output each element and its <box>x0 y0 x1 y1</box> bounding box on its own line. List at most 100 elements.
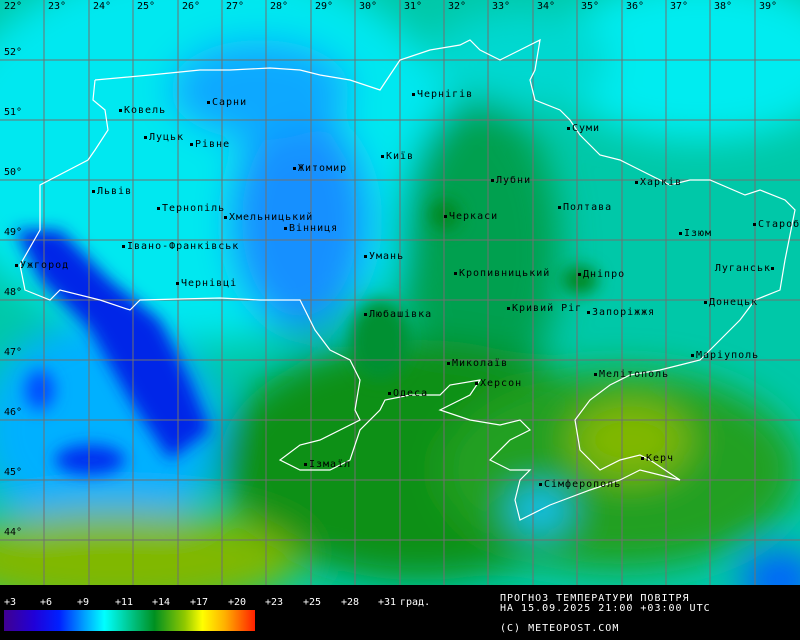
city-marker-icon <box>447 361 450 365</box>
longitude-label: 28° <box>270 1 289 12</box>
city-label: Івано-Франківськ <box>122 242 239 252</box>
city-name: Чернігів <box>417 89 474 100</box>
city-label: Ужгород <box>15 261 69 271</box>
legend-tick-label: +23 <box>265 597 284 608</box>
city-name: Вінниця <box>289 223 339 234</box>
city-label: Ковель <box>119 106 166 116</box>
city-name: Рівне <box>195 139 231 150</box>
city-name: Лубни <box>496 175 532 186</box>
city-marker-icon <box>641 456 644 460</box>
legend-tick-label: +3 <box>4 597 17 608</box>
longitude-label: 22° <box>4 1 23 12</box>
temperature-map <box>0 0 800 585</box>
latitude-label: 52° <box>4 47 23 58</box>
city-marker-icon <box>15 263 18 267</box>
city-label: Донецьк <box>704 298 758 308</box>
city-name: Львів <box>97 186 133 197</box>
city-marker-icon <box>207 100 210 104</box>
coordinate-grid <box>0 0 800 585</box>
city-marker-icon <box>388 391 391 395</box>
city-marker-icon <box>594 372 597 376</box>
city-label: Запоріжжя <box>587 308 655 318</box>
legend-tick-label: +9 <box>77 597 90 608</box>
copyright: (C) METEOPOST.COM <box>500 623 620 634</box>
city-marker-icon <box>578 272 581 276</box>
city-name: Луганськ <box>714 263 771 274</box>
forecast-datetime: НА 15.09.2025 21:00 +03:00 UTC <box>500 603 711 614</box>
city-name: Кривий Ріг <box>512 303 583 314</box>
city-name: Дніпро <box>583 269 626 280</box>
longitude-label: 35° <box>581 1 600 12</box>
legend-tick-label: +14 <box>152 597 171 608</box>
legend-tick-label: +17 <box>190 597 209 608</box>
city-name: Ужгород <box>20 260 70 271</box>
city-label: Тернопіль <box>157 204 225 214</box>
latitude-label: 51° <box>4 107 23 118</box>
city-marker-icon <box>587 310 590 314</box>
city-marker-icon <box>190 142 193 146</box>
city-label: Сарни <box>207 98 247 108</box>
legend: +3 +6 +9 +11 +14 +17 +20 +23 +25 +28 +31 град. ПРО… <box>0 585 800 640</box>
city-marker-icon <box>507 306 510 310</box>
longitude-label: 36° <box>626 1 645 12</box>
city-label: Луцьк <box>144 133 184 143</box>
city-marker-icon <box>454 271 457 275</box>
city-marker-icon <box>176 281 179 285</box>
city-label: Чернівці <box>176 279 237 289</box>
city-name: Одеса <box>393 388 429 399</box>
city-marker-icon <box>284 226 287 230</box>
city-marker-icon <box>92 189 95 193</box>
city-label: Сімферополь <box>539 480 621 490</box>
longitude-label: 24° <box>93 1 112 12</box>
city-marker-icon <box>144 135 147 139</box>
city-name: Мелітополь <box>599 369 670 380</box>
city-name: Сарни <box>212 97 248 108</box>
city-marker-icon <box>635 180 638 184</box>
city-marker-icon <box>412 92 415 96</box>
city-marker-icon <box>558 205 561 209</box>
city-name: Луцьк <box>149 132 185 143</box>
city-label: Лубни <box>491 176 531 186</box>
city-label: Київ <box>381 152 414 162</box>
city-name: Чернівці <box>181 278 238 289</box>
city-label: Любашівка <box>364 310 432 320</box>
city-label: Одеса <box>388 389 428 399</box>
legend-unit: град. <box>400 597 431 608</box>
city-marker-icon <box>539 482 542 486</box>
longitude-label: 32° <box>448 1 467 12</box>
city-marker-icon <box>364 254 367 258</box>
city-label: Вінниця <box>284 224 338 234</box>
city-label: Суми <box>567 124 600 134</box>
city-label: Черкаси <box>444 212 498 222</box>
city-marker-icon <box>753 222 756 226</box>
latitude-label: 50° <box>4 167 23 178</box>
city-name: Запоріжжя <box>592 307 656 318</box>
country-border <box>19 38 796 521</box>
city-label: Полтава <box>558 203 612 213</box>
city-label: Херсон <box>475 379 522 389</box>
city-marker-icon <box>364 312 367 316</box>
city-label: Чернігів <box>412 90 473 100</box>
longitude-label: 33° <box>492 1 511 12</box>
latitude-label: 44° <box>4 527 23 538</box>
city-label: Хмельницький <box>224 213 313 223</box>
city-label: Маріуполь <box>691 351 759 361</box>
city-marker-icon <box>293 166 296 170</box>
city-name: Сімферополь <box>544 479 622 490</box>
city-name: Ковель <box>124 105 167 116</box>
city-name: Івано-Франківськ <box>127 241 240 252</box>
longitude-label: 29° <box>315 1 334 12</box>
temperature-field <box>0 0 800 585</box>
legend-tick-label: +20 <box>228 597 247 608</box>
city-name: Керч <box>646 453 675 464</box>
city-label: Луганськ <box>715 264 776 274</box>
legend-tick-label: +31 <box>378 597 397 608</box>
longitude-label: 31° <box>404 1 423 12</box>
city-name: Донецьк <box>709 297 759 308</box>
longitude-label: 39° <box>759 1 778 12</box>
city-name: Любашівка <box>369 309 433 320</box>
city-marker-icon <box>157 206 160 210</box>
latitude-label: 46° <box>4 407 23 418</box>
color-scale-bar <box>4 610 255 631</box>
